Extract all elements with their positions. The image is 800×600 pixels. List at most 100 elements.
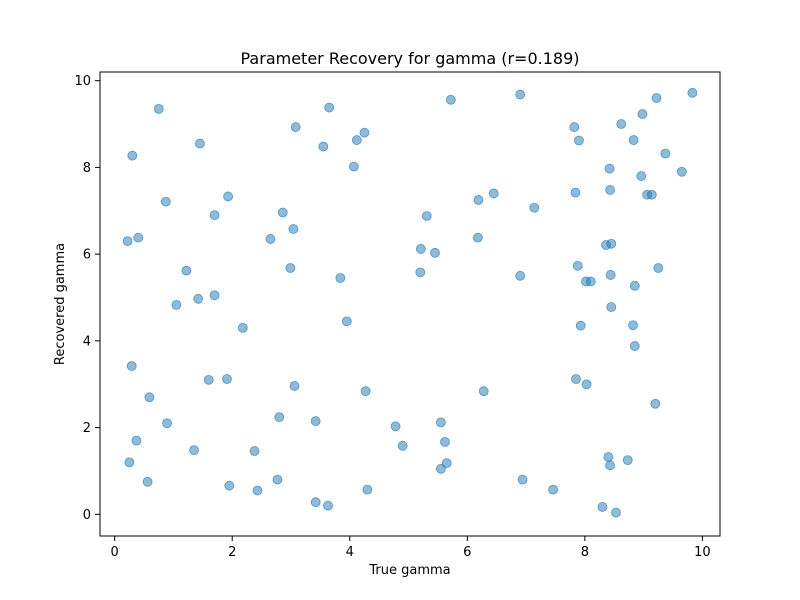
- data-point-5: [651, 93, 662, 103]
- data-point-90: [224, 480, 235, 491]
- data-point-60: [628, 320, 638, 331]
- data-point-10: [359, 127, 370, 138]
- data-point-52: [585, 276, 596, 287]
- data-point-40: [606, 238, 617, 249]
- data-point-46: [181, 265, 192, 276]
- data-point-86: [441, 458, 452, 469]
- data-point-48: [515, 270, 526, 281]
- data-point-33: [421, 211, 432, 221]
- data-point-80: [397, 440, 408, 451]
- data-point-63: [126, 361, 137, 371]
- data-point-1: [324, 102, 335, 113]
- data-point-45: [285, 263, 296, 273]
- data-point-15: [574, 135, 584, 146]
- data-point-79: [440, 436, 450, 447]
- x-tick-label: 2: [228, 545, 236, 560]
- data-point-36: [133, 232, 144, 243]
- data-point-73: [274, 412, 285, 423]
- data-point-49: [605, 270, 616, 280]
- y-tick-label: 8: [83, 161, 91, 176]
- data-point-37: [265, 234, 276, 244]
- data-point-92: [517, 474, 528, 485]
- data-point-41: [415, 244, 426, 254]
- y-tick-label: 4: [83, 334, 91, 349]
- data-point-8: [569, 122, 580, 132]
- data-point-72: [650, 398, 661, 409]
- data-point-68: [289, 381, 300, 391]
- data-point-76: [435, 417, 446, 428]
- data-point-88: [435, 463, 446, 474]
- x-tick-label: 4: [346, 545, 354, 560]
- data-point-3: [515, 89, 526, 100]
- data-point-22: [605, 185, 616, 195]
- data-point-2: [445, 94, 456, 105]
- data-point-31: [209, 210, 220, 221]
- data-point-98: [597, 502, 608, 512]
- data-point-0: [153, 103, 164, 114]
- x-tick-label: 6: [463, 545, 471, 560]
- data-point-30: [223, 191, 234, 202]
- data-point-56: [171, 299, 182, 310]
- data-point-69: [360, 386, 371, 397]
- data-point-9: [290, 122, 301, 132]
- data-point-71: [144, 392, 155, 403]
- data-point-44: [653, 263, 664, 273]
- axes-frame: [99, 71, 721, 537]
- data-point-94: [362, 484, 373, 495]
- data-point-14: [127, 150, 138, 161]
- data-point-24: [488, 188, 499, 199]
- data-point-85: [124, 457, 135, 468]
- data-point-35: [122, 236, 133, 247]
- data-point-20: [636, 171, 647, 181]
- chart-title: Parameter Recovery for gamma (r=0.189): [241, 49, 580, 68]
- data-point-19: [604, 163, 615, 174]
- data-point-77: [390, 421, 401, 432]
- y-tick-label: 10: [74, 74, 91, 89]
- data-point-38: [472, 232, 483, 243]
- data-point-87: [605, 460, 616, 471]
- data-point-84: [622, 455, 633, 466]
- data-point-64: [203, 374, 214, 385]
- y-tick-label: 6: [83, 248, 91, 263]
- data-point-11: [351, 135, 362, 145]
- data-point-6: [637, 109, 648, 119]
- data-point-81: [189, 445, 199, 456]
- x-tick-label: 0: [111, 545, 119, 560]
- data-point-57: [606, 302, 617, 312]
- data-point-78: [131, 435, 142, 446]
- y-tick-label: 0: [83, 508, 91, 523]
- data-point-89: [142, 476, 153, 487]
- data-point-23: [570, 187, 581, 198]
- data-point-43: [572, 260, 583, 271]
- data-point-82: [249, 446, 260, 456]
- data-point-7: [616, 119, 627, 129]
- data-point-4: [687, 87, 698, 98]
- data-point-62: [629, 341, 640, 351]
- y-axis-ticks: 0 2 4 6 8 10: [74, 74, 100, 523]
- data-point-50: [335, 273, 346, 283]
- data-point-66: [571, 374, 581, 384]
- x-tick-label: 10: [694, 545, 711, 560]
- data-point-17: [660, 148, 671, 159]
- data-point-12: [318, 141, 329, 152]
- data-point-21: [676, 166, 687, 177]
- data-point-47: [415, 267, 426, 278]
- x-axis-ticks: 0 2 4 6 8 10: [111, 536, 711, 560]
- data-point-16: [628, 135, 639, 145]
- data-point-13: [195, 138, 205, 149]
- data-point-74: [310, 416, 321, 426]
- data-point-91: [272, 474, 283, 485]
- data-point-97: [323, 500, 333, 511]
- data-point-28: [529, 202, 540, 213]
- data-points: [122, 87, 698, 518]
- data-point-75: [162, 418, 172, 429]
- data-point-54: [209, 290, 220, 301]
- data-point-67: [581, 379, 592, 390]
- data-point-58: [341, 316, 352, 327]
- x-axis-label: True gamma: [368, 563, 450, 578]
- data-point-65: [222, 374, 232, 384]
- data-point-53: [629, 280, 640, 291]
- y-tick-label: 2: [83, 421, 91, 436]
- data-point-59: [575, 320, 586, 331]
